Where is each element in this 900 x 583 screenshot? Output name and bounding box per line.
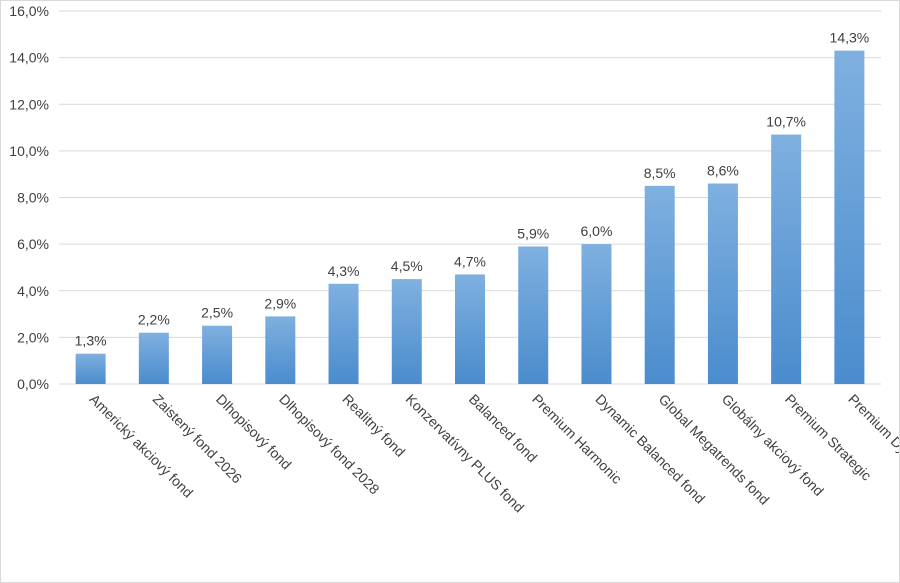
bar-data-label: 10,7% [766,114,806,130]
bar [518,246,549,384]
bar-data-label: 14,3% [830,30,870,46]
bars [75,50,865,384]
x-category-label: Realitný fond [339,391,408,460]
bar [138,332,169,384]
bar-data-label: 4,3% [328,263,360,279]
x-category-label: Konzervatívny PLUS fond [403,391,528,516]
bar-data-label: 2,5% [201,305,233,321]
bar [771,134,802,384]
bar [455,274,485,384]
bar-data-label: 8,6% [707,163,739,179]
x-category-label: Global Megatrends fond [656,391,773,508]
bar [75,353,106,384]
bar-data-label: 5,9% [517,225,549,241]
bar-data-label: 4,5% [391,258,423,274]
bar [581,244,612,384]
bar-data-label: 4,7% [454,253,486,269]
bar-data-label: 2,2% [138,312,170,328]
y-tick-label: 8,0% [17,190,49,206]
y-tick-label: 12,0% [9,96,49,112]
bar [328,283,359,384]
bar-data-label: 6,0% [581,223,613,239]
y-tick-label: 14,0% [9,50,49,66]
y-tick-label: 16,0% [9,3,49,19]
gridlines [59,10,881,385]
data-labels: 1,3% 2,2% 2,5% 2,9% 4,3% 4,5% 4,7% 5,9% 6,0% 8,5%… [75,30,870,349]
x-category-label: Dynamic Balanced fond [592,391,708,507]
bar [391,279,422,384]
bar [834,50,865,384]
bar [644,185,675,384]
bar-data-label: 8,5% [644,165,676,181]
y-axis-ticks: 0,0% 2,0% 4,0% 6,0% 8,0% 10,0% 12,0% 14,0% 16,0% [9,3,49,392]
bar-data-label: 1,3% [75,333,107,349]
y-tick-label: 4,0% [17,283,49,299]
bar [707,183,738,384]
y-tick-label: 6,0% [17,236,49,252]
bar-data-label: 2,9% [264,295,296,311]
x-category-label: Americký akciový fond [86,391,196,501]
y-tick-label: 0,0% [17,376,49,392]
bar [265,316,296,384]
y-tick-label: 2,0% [17,329,49,345]
bar [202,325,233,384]
y-tick-label: 10,0% [9,143,49,159]
